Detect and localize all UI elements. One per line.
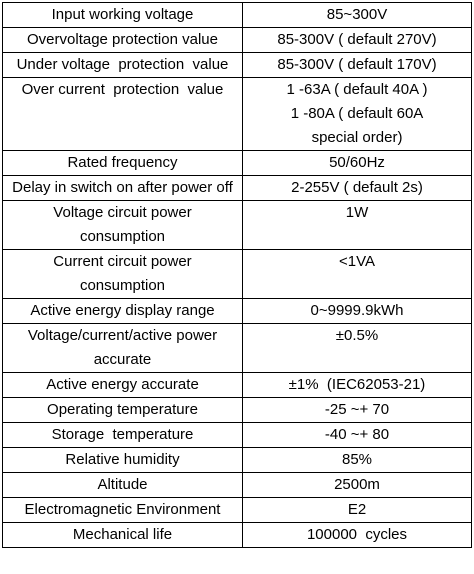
- value-cell: -40 ~+ 80: [242, 422, 472, 448]
- table-row: Over current protection value 1 -63A ( de…: [2, 77, 472, 151]
- cell-line: 1 -80A ( default 60A: [290, 105, 424, 122]
- parameter-cell: Over current protection value: [2, 77, 243, 151]
- parameter-cell: Under voltage protection value: [2, 52, 243, 78]
- value-cell: ±0.5%: [242, 323, 472, 373]
- table-row: Relative humidity 85%: [2, 447, 472, 473]
- parameter-cell: Voltage/current/active power accurate: [2, 323, 243, 373]
- value-cell: -25 ~+ 70: [242, 397, 472, 423]
- value-cell: 85-300V ( default 270V): [242, 27, 472, 53]
- parameter-cell: Storage temperature: [2, 422, 243, 448]
- table-row: Storage temperature -40 ~+ 80: [2, 422, 472, 448]
- table-row: Altitude 2500m: [2, 472, 472, 498]
- spec-table: Input working voltage 85~300V Overvoltage …: [2, 2, 472, 548]
- cell-line: special order): [311, 129, 403, 146]
- parameter-cell: Overvoltage protection value: [2, 27, 243, 53]
- table-row: Rated frequency 50/60Hz: [2, 150, 472, 176]
- parameter-cell: Operating temperature: [2, 397, 243, 423]
- table-row: Delay in switch on after power off 2-255V…: [2, 175, 472, 201]
- table-row: Voltage/current/active power accurate ±0.…: [2, 323, 472, 373]
- parameter-cell: Altitude: [2, 472, 243, 498]
- table-row: Voltage circuit power consumption 1W: [2, 200, 472, 250]
- value-cell: 85%: [242, 447, 472, 473]
- cell-line: 1 -63A ( default 40A ): [286, 81, 428, 98]
- table-row: Under voltage protection value 85-300V ( …: [2, 52, 472, 78]
- value-cell: 85~300V: [242, 2, 472, 28]
- value-cell: 2500m: [242, 472, 472, 498]
- parameter-cell: Current circuit power consumption: [2, 249, 243, 299]
- parameter-cell: Voltage circuit power consumption: [2, 200, 243, 250]
- table-row: Active energy display range 0~9999.9kWh: [2, 298, 472, 324]
- parameter-cell: Active energy accurate: [2, 372, 243, 398]
- table-row: Current circuit power consumption <1VA: [2, 249, 472, 299]
- value-cell: ±1% (IEC62053-21): [242, 372, 472, 398]
- table-row: Electromagnetic Environment E2: [2, 497, 472, 523]
- value-cell: E2: [242, 497, 472, 523]
- value-cell: 100000 cycles: [242, 522, 472, 548]
- parameter-cell: Input working voltage: [2, 2, 243, 28]
- parameter-cell: Rated frequency: [2, 150, 243, 176]
- value-cell: 2-255V ( default 2s): [242, 175, 472, 201]
- table-row: Active energy accurate ±1% (IEC62053-21): [2, 372, 472, 398]
- value-cell: 85-300V ( default 170V): [242, 52, 472, 78]
- value-cell: <1VA: [242, 249, 472, 299]
- table-body: Input working voltage 85~300V Overvoltage …: [2, 2, 472, 548]
- value-cell: 1 -63A ( default 40A ) 1 -80A ( default 6…: [242, 77, 472, 151]
- parameter-cell: Relative humidity: [2, 447, 243, 473]
- table-row: Input working voltage 85~300V: [2, 2, 472, 28]
- value-cell: 50/60Hz: [242, 150, 472, 176]
- parameter-cell: Active energy display range: [2, 298, 243, 324]
- table-row: Mechanical life 100000 cycles: [2, 522, 472, 548]
- table-row: Overvoltage protection value 85-300V ( de…: [2, 27, 472, 53]
- parameter-cell: Delay in switch on after power off: [2, 175, 243, 201]
- parameter-cell: Mechanical life: [2, 522, 243, 548]
- value-cell: 0~9999.9kWh: [242, 298, 472, 324]
- value-cell: 1W: [242, 200, 472, 250]
- table-row: Operating temperature -25 ~+ 70: [2, 397, 472, 423]
- parameter-cell: Electromagnetic Environment: [2, 497, 243, 523]
